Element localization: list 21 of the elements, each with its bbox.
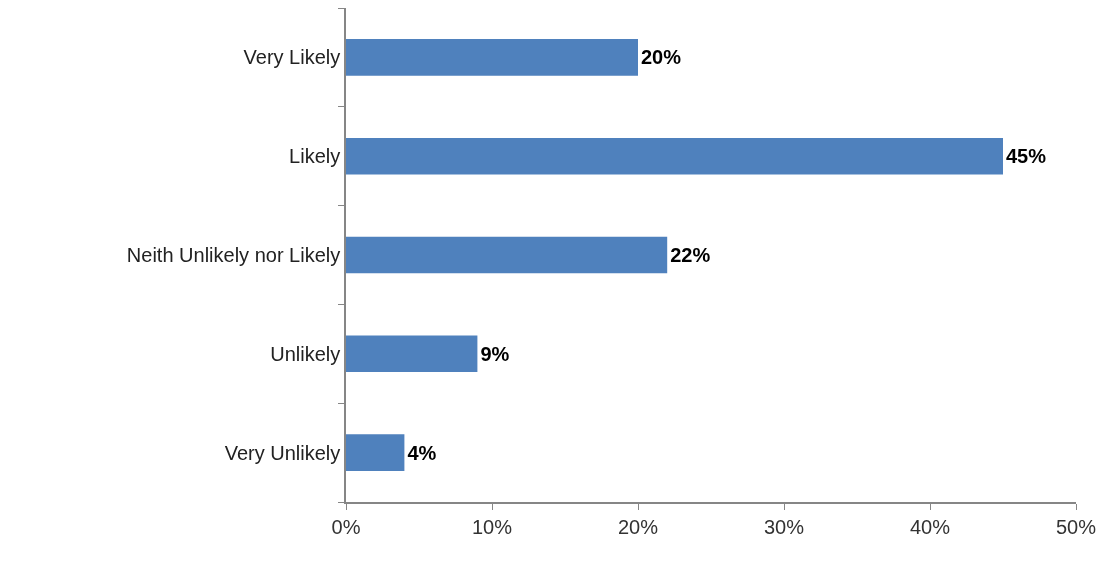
data-label: 20% [641,46,682,69]
x-tick-label: 30% [763,515,805,538]
x-tick-label: 0% [331,515,361,538]
y-tick-label: Neith Unlikely nor Likely [126,244,341,266]
bar [346,137,1003,175]
bar [346,236,668,274]
data-label: 9% [480,342,510,365]
x-tick-label: 50% [1055,515,1097,538]
x-tick-label: 40% [909,515,951,538]
bar [346,335,478,373]
y-tick-label: Unlikely [270,342,341,365]
bar [346,39,638,76]
data-label: 45% [1006,145,1047,168]
y-tick-label: Very Unlikely [224,441,341,464]
bar [346,434,405,471]
x-tick-label: 10% [471,515,513,538]
y-tick-label: Very Likely [243,46,341,69]
data-label: 4% [407,441,437,464]
x-tick-label: 20% [617,515,659,538]
y-tick-label: Likely [289,145,341,168]
data-label: 22% [670,244,711,266]
